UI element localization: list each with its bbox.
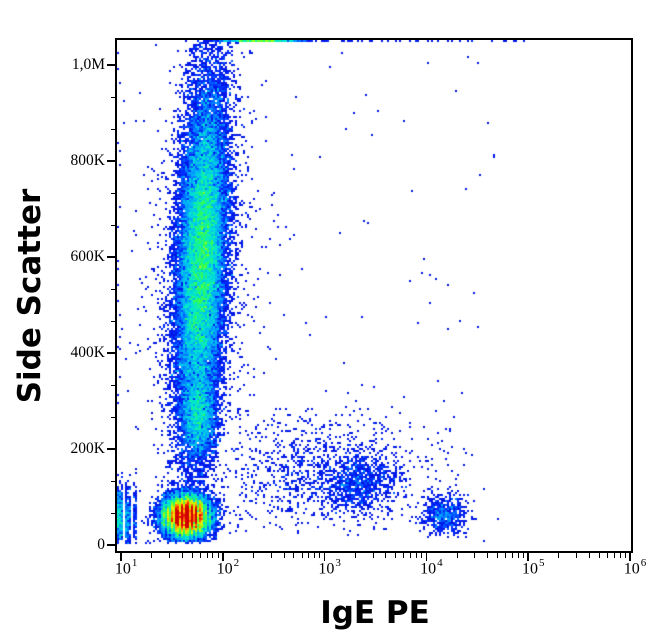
y-minor-tick [111, 128, 115, 130]
x-minor-tick [308, 553, 310, 558]
x-minor-tick [191, 553, 193, 558]
x-minor-tick [217, 553, 219, 558]
x-minor-tick [199, 553, 201, 558]
y-minor-tick [111, 192, 115, 194]
x-minor-tick [314, 553, 316, 558]
y-minor-tick [111, 512, 115, 514]
y-tick-label: 200K [70, 440, 105, 457]
x-minor-tick [497, 553, 499, 558]
y-tick-label: 600K [70, 248, 105, 265]
x-minor-tick [301, 553, 303, 558]
x-minor-tick [619, 553, 621, 558]
x-tick-label: 106 [623, 557, 647, 578]
x-minor-tick [410, 553, 412, 558]
x-major-tick [323, 553, 326, 561]
x-minor-tick [283, 553, 285, 558]
x-minor-tick [385, 553, 387, 558]
y-major-tick [107, 352, 115, 354]
x-major-tick [120, 553, 122, 561]
x-minor-tick [487, 553, 489, 558]
y-minor-tick [111, 416, 115, 418]
x-minor-tick [505, 553, 507, 558]
y-major-tick [107, 256, 115, 258]
x-minor-tick [456, 553, 458, 558]
x-minor-tick [206, 553, 208, 558]
x-minor-tick [293, 553, 295, 558]
x-minor-tick [270, 553, 272, 558]
x-minor-tick [181, 553, 183, 558]
x-minor-tick [169, 553, 171, 558]
y-major-tick [107, 64, 115, 66]
y-major-tick [107, 544, 115, 546]
x-tick-label: 101 [114, 557, 138, 578]
x-minor-tick [606, 553, 608, 558]
x-major-tick [629, 553, 631, 561]
y-tick-label: 800K [70, 152, 105, 169]
x-minor-tick [598, 553, 600, 558]
x-tick-label: 105 [521, 557, 545, 578]
x-minor-tick [403, 553, 405, 558]
y-tick-label: 1,0M [71, 56, 105, 73]
y-major-tick [107, 448, 115, 450]
y-minor-tick [111, 224, 115, 226]
x-minor-tick [212, 553, 214, 558]
x-minor-tick [523, 553, 525, 558]
x-minor-tick [588, 553, 590, 558]
x-minor-tick [319, 553, 321, 558]
x-axis-title: IgE PE [320, 595, 430, 631]
y-major-tick [107, 160, 115, 162]
y-minor-tick [111, 288, 115, 290]
x-major-tick [425, 553, 428, 561]
x-minor-tick [354, 553, 356, 558]
x-major-tick [222, 553, 224, 561]
x-tick-label: 104 [420, 557, 443, 578]
x-major-tick [527, 553, 529, 561]
x-minor-tick [421, 553, 423, 558]
x-tick-label: 102 [216, 557, 240, 578]
x-minor-tick [511, 553, 513, 558]
x-minor-tick [558, 553, 560, 558]
x-minor-tick [624, 553, 626, 558]
x-minor-tick [151, 553, 153, 558]
x-minor-tick [252, 553, 254, 558]
y-tick-label: 400K [70, 344, 105, 361]
x-minor-tick [576, 553, 578, 558]
y-minor-tick [111, 320, 115, 322]
x-minor-tick [372, 553, 374, 558]
x-minor-tick [517, 553, 519, 558]
y-axis-title: Side Scatter [12, 188, 48, 404]
y-tick-label: 0 [97, 536, 105, 553]
y-minor-tick [111, 96, 115, 98]
x-tick-label: 103 [318, 557, 341, 578]
y-minor-tick [111, 480, 115, 482]
x-minor-tick [613, 553, 615, 558]
x-minor-tick [395, 553, 397, 558]
density-scatter-canvas [117, 40, 631, 551]
y-minor-tick [111, 384, 115, 386]
x-minor-tick [474, 553, 476, 558]
x-minor-tick [416, 553, 418, 558]
